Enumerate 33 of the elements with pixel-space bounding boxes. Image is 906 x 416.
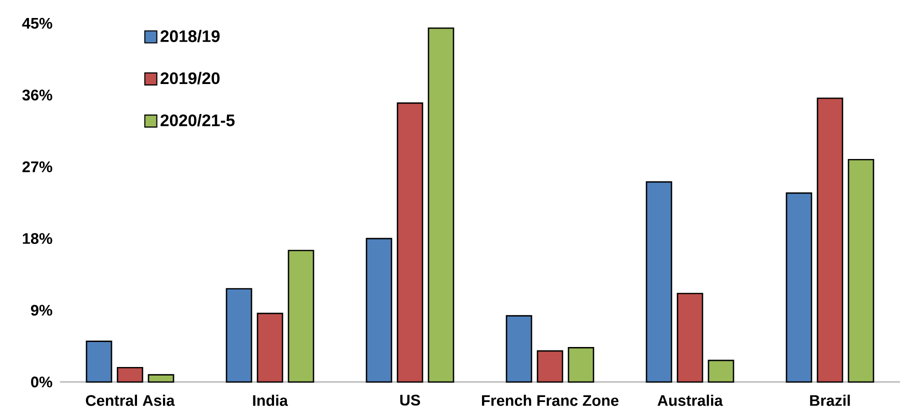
bar [816,98,844,383]
x-tick-label: US [400,394,420,406]
bar [708,360,734,383]
x-tick-label: Brazil [810,394,850,406]
bar [848,158,874,383]
legend-label: 2018/19 [160,30,220,42]
y-tick-label: 27% [22,161,52,172]
bar [536,350,564,383]
bar [148,374,174,383]
bar [568,347,594,383]
y-tick-label: 0% [31,376,52,388]
bar [226,288,252,383]
bar [676,292,704,383]
bar [86,340,112,383]
bar [646,181,672,383]
y-tick-label: 9% [30,304,52,316]
x-tick-label: Australia [658,394,723,406]
bar [288,250,314,383]
x-tick-label: India [253,394,288,406]
legend-label: 2019/20 [160,72,220,84]
x-tick-label: Central Asia [86,394,175,406]
bar [506,315,532,383]
bar [428,27,454,383]
bar [116,366,144,383]
bar [396,102,424,383]
y-tick-label: 18% [22,233,52,244]
x-tick-label: French Franc Zone [482,394,618,406]
y-tick-label: 45% [22,18,52,29]
bar [786,192,812,383]
bar [256,312,284,383]
bar [366,238,392,383]
legend-label: 2020/21-5 [160,114,235,126]
y-tick-label: 36% [22,90,52,100]
